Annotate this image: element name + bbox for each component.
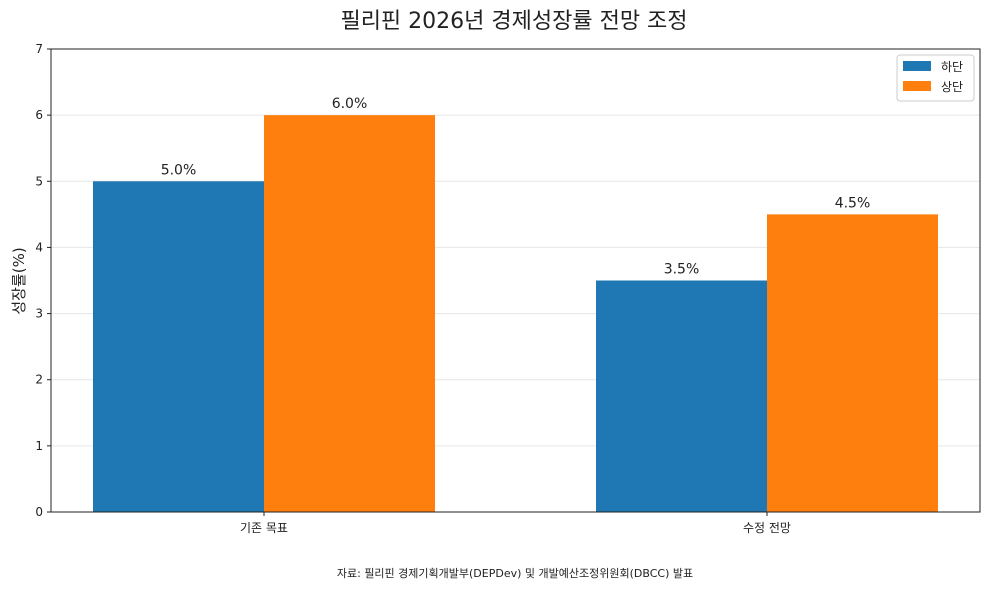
- chart-title: 필리핀 2026년 경제성장률 전망 조정: [340, 9, 687, 34]
- y-tick-label: 1: [35, 439, 43, 453]
- data-label: 4.5%: [835, 195, 871, 211]
- y-axis-ticks: 0 1 2 3 4 5 6 7: [35, 42, 51, 519]
- y-tick-label: 7: [35, 42, 43, 56]
- bar-upper-0: [264, 115, 435, 513]
- y-tick-label: 5: [35, 174, 43, 188]
- data-labels: 5.0% 6.0% 3.5% 4.5%: [161, 96, 871, 277]
- source-note: 자료: 필리핀 경제기획개발부(DEPDev) 및 개발예산조정위원회(DBCC…: [337, 567, 693, 580]
- bar-lower-0: [93, 181, 264, 513]
- data-label: 5.0%: [161, 162, 197, 178]
- data-label: 3.5%: [664, 262, 700, 278]
- plot-frame: [50, 48, 981, 513]
- bar-lower-1: [596, 280, 767, 512]
- bars: [93, 115, 938, 513]
- data-label: 6.0%: [332, 96, 368, 112]
- legend: 하단 상단: [896, 54, 975, 102]
- y-tick-label: 4: [35, 240, 43, 254]
- legend-label-lower: 하단: [941, 60, 963, 74]
- legend-swatch-upper: [903, 81, 931, 91]
- y-tick-label: 3: [35, 307, 43, 321]
- x-tick-label: 기존 목표: [240, 521, 288, 535]
- x-tick-label: 수정 전망: [743, 521, 791, 535]
- x-axis-ticks: 기존 목표 수정 전망: [240, 512, 791, 535]
- legend-label-upper: 상단: [941, 80, 963, 94]
- y-tick-label: 6: [35, 108, 43, 122]
- y-tick-label: 2: [35, 373, 43, 387]
- y-tick-label: 0: [35, 505, 43, 519]
- y-axis-label: 성장률(%): [10, 247, 28, 314]
- bar-upper-1: [767, 214, 938, 512]
- legend-swatch-lower: [903, 61, 931, 71]
